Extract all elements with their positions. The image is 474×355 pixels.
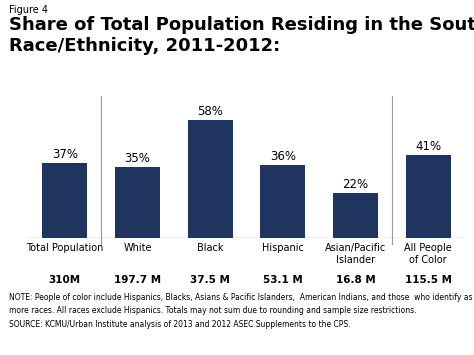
Text: 37%: 37% — [52, 148, 78, 161]
Text: 115.5 M: 115.5 M — [405, 275, 452, 285]
Text: 16.8 M: 16.8 M — [336, 275, 375, 285]
Text: SOURCE: KCMU/Urban Institute analysis of 2013 and 2012 ASEC Supplements to the C: SOURCE: KCMU/Urban Institute analysis of… — [9, 320, 351, 329]
Text: 310M: 310M — [49, 275, 81, 285]
Bar — [42, 163, 87, 238]
Text: FAMILY: FAMILY — [406, 336, 433, 342]
Text: more races. All races exclude Hispanics. Totals may not sum due to rounding and : more races. All races exclude Hispanics.… — [9, 306, 417, 315]
Text: Asian/Pacific
Islander: Asian/Pacific Islander — [325, 243, 386, 265]
Bar — [260, 165, 305, 238]
Text: 37.5 M: 37.5 M — [190, 275, 230, 285]
Text: 35%: 35% — [125, 152, 150, 165]
Bar — [188, 120, 233, 238]
Bar — [406, 155, 451, 238]
Text: 41%: 41% — [415, 140, 441, 153]
Text: 58%: 58% — [197, 105, 223, 118]
Text: Hispanic: Hispanic — [262, 243, 304, 253]
Text: 36%: 36% — [270, 150, 296, 163]
Text: KAISER: KAISER — [404, 326, 435, 335]
Bar — [115, 167, 160, 238]
Text: NOTE: People of color include Hispanics, Blacks, Asians & Pacific Islanders,  Am: NOTE: People of color include Hispanics,… — [9, 293, 474, 302]
Text: FOUNDATION: FOUNDATION — [403, 344, 436, 348]
Text: All People
of Color: All People of Color — [404, 243, 452, 265]
Text: 53.1 M: 53.1 M — [263, 275, 303, 285]
Text: 197.7 M: 197.7 M — [114, 275, 161, 285]
Text: 22%: 22% — [342, 178, 369, 191]
Text: White: White — [123, 243, 152, 253]
Text: Total Population: Total Population — [26, 243, 103, 253]
Text: THE HENRY J.: THE HENRY J. — [403, 319, 436, 323]
Text: Share of Total Population Residing in the South by
Race/Ethnicity, 2011-2012:: Share of Total Population Residing in th… — [9, 16, 474, 55]
Bar — [333, 193, 378, 238]
Text: Black: Black — [197, 243, 223, 253]
Text: Figure 4: Figure 4 — [9, 5, 48, 15]
